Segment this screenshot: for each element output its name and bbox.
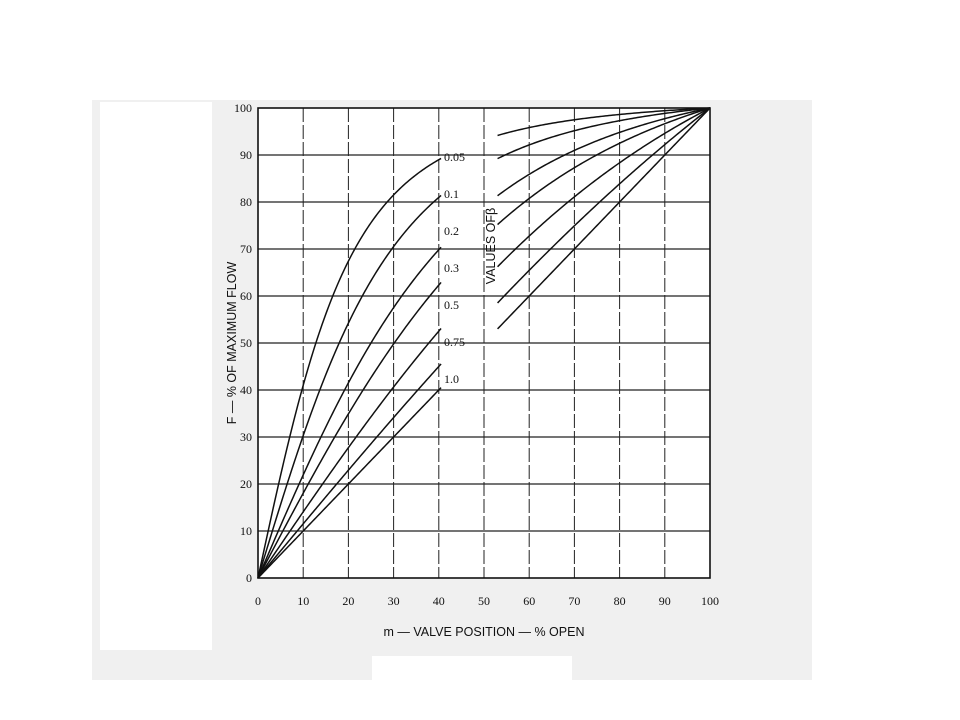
x-tick-label-90: 90 xyxy=(659,594,671,608)
curves xyxy=(257,107,711,579)
series-group-label: VALUES OFβ xyxy=(484,208,498,284)
x-tick-label-0: 0 xyxy=(255,594,261,608)
curve-beta-0.75-segment-1 xyxy=(257,363,442,579)
x-tick-label-100: 100 xyxy=(701,594,719,608)
beta-label-1.0: 1.0 xyxy=(444,372,459,386)
x-tick-label-10: 10 xyxy=(297,594,309,608)
curve-beta-1.0-segment-1 xyxy=(257,387,442,579)
beta-label-0.5: 0.5 xyxy=(444,298,459,312)
x-tick-label-50: 50 xyxy=(478,594,490,608)
curve-beta-0.1-segment-1 xyxy=(257,194,442,579)
y-axis-label: F — % OF MAXIMUM FLOW xyxy=(225,262,239,425)
x-tick-label-20: 20 xyxy=(342,594,354,608)
scan-margin-bottom xyxy=(372,656,572,686)
y-tick-label-30: 30 xyxy=(240,430,252,444)
beta-label-0.75: 0.75 xyxy=(444,335,465,349)
y-tick-label-40: 40 xyxy=(240,383,252,397)
x-tick-label-40: 40 xyxy=(433,594,445,608)
curve-beta-0.05-segment-2 xyxy=(497,107,711,137)
x-tick-label-70: 70 xyxy=(568,594,580,608)
tick-labels: 0 10 20 30 40 50 60 70 80 90 100 0 10 20 30 40 50 60 70 80 9… xyxy=(234,101,719,608)
beta-label-0.3: 0.3 xyxy=(444,261,459,275)
y-tick-label-100: 100 xyxy=(234,101,252,115)
y-tick-label-10: 10 xyxy=(240,524,252,538)
scan-margin-left xyxy=(100,102,212,650)
y-tick-label-60: 60 xyxy=(240,289,252,303)
y-tick-label-50: 50 xyxy=(240,336,252,350)
x-tick-label-60: 60 xyxy=(523,594,535,608)
beta-label-0.1: 0.1 xyxy=(444,187,459,201)
y-tick-label-90: 90 xyxy=(240,148,252,162)
plot-border xyxy=(257,107,711,579)
beta-label-0.2: 0.2 xyxy=(444,224,459,238)
beta-labels: 0.05 0.1 0.2 0.3 0.5 0.75 1.0 xyxy=(444,150,465,386)
y-tick-label-80: 80 xyxy=(240,195,252,209)
curve-beta-0.5-segment-1 xyxy=(257,328,442,579)
x-tick-label-30: 30 xyxy=(388,594,400,608)
curve-beta-1.0-segment-2 xyxy=(497,107,711,330)
curve-beta-0.3-segment-2 xyxy=(497,107,711,226)
curve-beta-0.75-segment-2 xyxy=(497,107,711,304)
x-tick-label-80: 80 xyxy=(614,594,626,608)
curve-beta-0.3-segment-1 xyxy=(257,281,442,579)
beta-label-0.05: 0.05 xyxy=(444,150,465,164)
curve-beta-0.05-segment-1 xyxy=(257,157,442,579)
y-tick-label-20: 20 xyxy=(240,477,252,491)
curve-beta-0.2-segment-2 xyxy=(497,107,711,197)
curve-beta-0.2-segment-1 xyxy=(257,246,442,579)
curve-beta-0.1-segment-2 xyxy=(497,107,711,160)
y-tick-label-70: 70 xyxy=(240,242,252,256)
y-tick-label-0: 0 xyxy=(246,571,252,585)
x-axis-label: m — VALVE POSITION — % OPEN xyxy=(384,625,585,639)
curve-beta-0.5-segment-2 xyxy=(497,107,711,268)
